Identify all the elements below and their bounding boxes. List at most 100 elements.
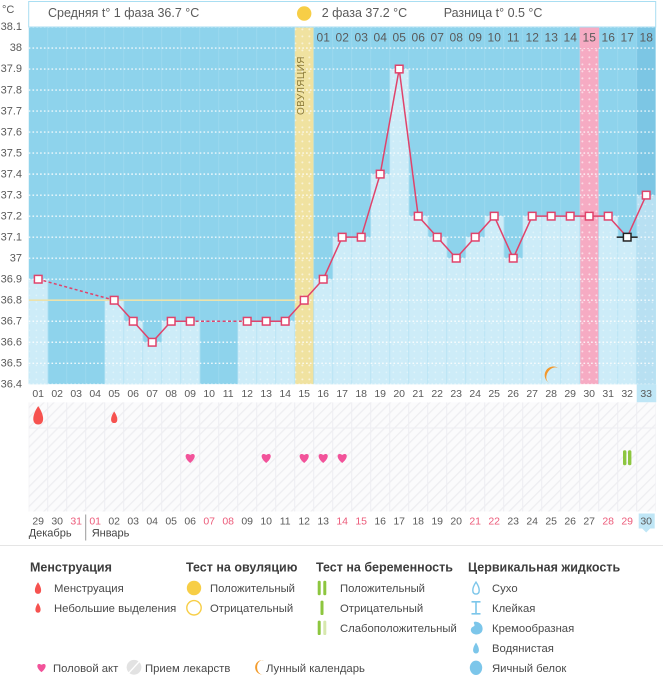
svg-text:29: 29	[32, 516, 44, 528]
svg-text:06: 06	[184, 516, 196, 528]
svg-text:Средняя t° 1 фаза 36.7 °C: Средняя t° 1 фаза 36.7 °C	[48, 6, 199, 20]
svg-text:Менструация: Менструация	[30, 561, 112, 575]
svg-text:14: 14	[336, 516, 348, 528]
svg-text:21: 21	[412, 388, 424, 400]
svg-text:10: 10	[260, 516, 272, 528]
svg-text:13: 13	[260, 388, 272, 400]
svg-text:05: 05	[393, 31, 407, 45]
svg-text:09: 09	[241, 516, 253, 528]
svg-text:37.2: 37.2	[1, 210, 22, 222]
svg-text:15: 15	[298, 388, 310, 400]
svg-text:Цервикальная жидкость: Цервикальная жидкость	[468, 561, 620, 575]
svg-text:15: 15	[355, 516, 367, 528]
svg-text:36.9: 36.9	[1, 273, 22, 285]
svg-text:22: 22	[488, 516, 500, 528]
svg-text:24: 24	[469, 388, 481, 400]
svg-text:23: 23	[450, 388, 462, 400]
svg-text:38.1: 38.1	[1, 21, 22, 33]
svg-text:08: 08	[222, 516, 234, 528]
svg-text:Менструация: Менструация	[54, 583, 124, 595]
svg-text:16: 16	[602, 31, 616, 45]
svg-text:06: 06	[127, 388, 139, 400]
svg-text:ОВУЛЯЦИЯ: ОВУЛЯЦИЯ	[296, 56, 307, 115]
svg-text:12: 12	[526, 31, 540, 45]
svg-text:05: 05	[165, 516, 177, 528]
svg-text:Водянистая: Водянистая	[492, 643, 554, 655]
svg-text:Декабрь: Декабрь	[29, 528, 72, 540]
svg-text:03: 03	[127, 516, 139, 528]
svg-text:22: 22	[431, 388, 443, 400]
svg-text:19: 19	[374, 388, 386, 400]
svg-text:36.6: 36.6	[1, 336, 22, 348]
svg-text:02: 02	[51, 388, 63, 400]
svg-text:37.6: 37.6	[1, 126, 22, 138]
svg-text:20: 20	[393, 388, 405, 400]
svg-text:30: 30	[51, 516, 63, 528]
svg-text:16: 16	[317, 388, 329, 400]
svg-text:14: 14	[279, 388, 291, 400]
svg-text:36.7: 36.7	[1, 315, 22, 327]
svg-text:Кремообразная: Кремообразная	[492, 623, 574, 635]
svg-text:38: 38	[10, 42, 22, 54]
svg-text:03: 03	[70, 388, 82, 400]
svg-text:28: 28	[545, 388, 557, 400]
svg-text:12: 12	[298, 516, 310, 528]
svg-text:11: 11	[280, 516, 291, 528]
svg-text:36.5: 36.5	[1, 357, 22, 369]
svg-text:23: 23	[507, 516, 519, 528]
svg-text:09: 09	[469, 31, 483, 45]
svg-text:04: 04	[146, 516, 158, 528]
svg-text:Положительный: Положительный	[340, 583, 425, 595]
svg-text:Половой акт: Половой акт	[53, 663, 118, 675]
svg-text:17: 17	[393, 516, 405, 528]
svg-text:29: 29	[621, 516, 633, 528]
svg-text:Небольшие выделения: Небольшие выделения	[54, 603, 176, 615]
svg-text:14: 14	[564, 31, 578, 45]
svg-text:28: 28	[602, 516, 614, 528]
svg-text:12: 12	[241, 388, 253, 400]
svg-text:Положительный: Положительный	[210, 583, 295, 595]
svg-text:02: 02	[336, 31, 350, 45]
svg-text:11: 11	[223, 388, 234, 400]
svg-text:18: 18	[412, 516, 424, 528]
svg-text:Январь: Январь	[92, 528, 130, 540]
svg-text:21: 21	[469, 516, 481, 528]
svg-text:17: 17	[336, 388, 348, 400]
svg-text:30: 30	[583, 388, 595, 400]
svg-text:01: 01	[317, 31, 331, 45]
svg-text:01: 01	[89, 516, 101, 528]
svg-text:08: 08	[165, 388, 177, 400]
svg-text:Разница t° 0.5 °C: Разница t° 0.5 °C	[444, 6, 543, 20]
svg-text:Тест на овуляцию: Тест на овуляцию	[186, 561, 298, 575]
svg-text:26: 26	[507, 388, 519, 400]
svg-text:37.9: 37.9	[1, 63, 22, 75]
svg-text:25: 25	[488, 388, 500, 400]
svg-text:11: 11	[507, 31, 520, 45]
svg-text:32: 32	[621, 388, 633, 400]
svg-text:Тест на беременность: Тест на беременность	[316, 561, 453, 575]
svg-text:Слабоположительный: Слабоположительный	[340, 623, 457, 635]
svg-text:15: 15	[583, 31, 597, 45]
svg-text:Прием лекарств: Прием лекарств	[145, 663, 230, 675]
svg-text:13: 13	[545, 31, 559, 45]
svg-text:36.4: 36.4	[1, 379, 22, 391]
svg-text:06: 06	[412, 31, 426, 45]
svg-text:30: 30	[640, 516, 652, 528]
svg-text:16: 16	[374, 516, 386, 528]
svg-text:36.8: 36.8	[1, 294, 22, 306]
svg-text:25: 25	[545, 516, 557, 528]
svg-text:37.4: 37.4	[1, 168, 22, 180]
svg-text:37: 37	[10, 252, 22, 264]
svg-text:37.1: 37.1	[1, 231, 22, 243]
svg-text:19: 19	[431, 516, 443, 528]
svg-text:31: 31	[70, 516, 82, 528]
svg-text:02: 02	[108, 516, 120, 528]
svg-text:10: 10	[203, 388, 215, 400]
svg-text:03: 03	[355, 31, 369, 45]
svg-text:Яичный белок: Яичный белок	[492, 663, 566, 675]
svg-text:08: 08	[450, 31, 464, 45]
svg-text:20: 20	[450, 516, 462, 528]
svg-text:07: 07	[146, 388, 158, 400]
svg-text:Сухо: Сухо	[492, 583, 518, 595]
svg-text:17: 17	[621, 31, 635, 45]
